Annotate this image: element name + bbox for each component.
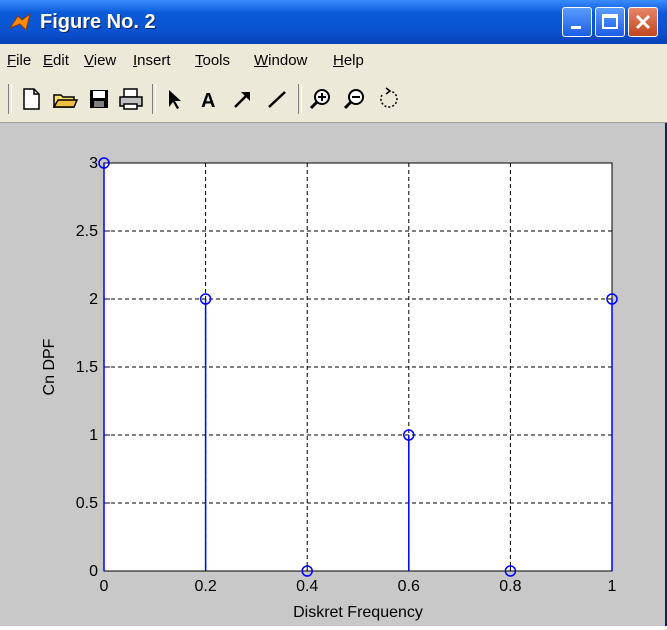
stem-marker	[403, 429, 415, 441]
stem-marker	[98, 157, 110, 169]
text-icon[interactable]: A	[194, 84, 224, 114]
x-axis-label: Diskret Frequency	[293, 604, 423, 621]
y-tick-label: 2	[89, 291, 98, 308]
minimize-icon	[571, 26, 581, 29]
zoom-out-icon[interactable]	[340, 84, 370, 114]
x-tick-label: 0.8	[499, 578, 521, 595]
print-icon[interactable]	[116, 84, 146, 114]
x-tick-label: 0.4	[296, 578, 318, 595]
arrow-icon[interactable]	[228, 84, 258, 114]
toolbar: A	[0, 76, 667, 123]
save-icon[interactable]	[84, 84, 114, 114]
data-series	[98, 157, 618, 577]
stem-chart: 0 0.2 0.4 0.6 0.8 1 0 0.5 1 1.5 2 2.5 3 Diskret Freq…	[41, 155, 618, 621]
close-icon	[635, 14, 651, 30]
y-tick-label: 1.5	[76, 359, 98, 376]
x-tick-label: 0	[100, 578, 109, 595]
title-bar[interactable]: Figure No. 2	[0, 0, 667, 44]
y-tick-label: 0	[89, 563, 98, 580]
new-file-icon[interactable]	[16, 84, 46, 114]
menu-help[interactable]: Help	[333, 52, 364, 69]
maximize-icon	[602, 14, 618, 29]
stem-marker	[504, 565, 517, 577]
menu-file[interactable]: File	[7, 52, 32, 69]
x-tick-label: 0.2	[194, 578, 216, 595]
window-title: Figure No. 2	[40, 11, 156, 33]
menu-tools[interactable]: Tools	[195, 52, 231, 69]
y-tick-label: 0.5	[76, 495, 98, 512]
y-tick-label: 2.5	[76, 223, 98, 240]
x-tick-label: 0.6	[398, 578, 420, 595]
line-icon[interactable]	[262, 84, 292, 114]
y-tick-label: 1	[89, 427, 98, 444]
y-tick-label: 3	[89, 155, 98, 172]
minimize-button[interactable]	[562, 7, 592, 37]
menu-insert[interactable]: Insert	[133, 52, 171, 69]
matlab-icon	[8, 12, 31, 31]
y-axis-label: Cn DPF	[41, 338, 58, 395]
rotate-icon[interactable]	[374, 84, 404, 114]
figure-canvas: 0 0.2 0.4 0.6 0.8 1 0 0.5 1 1.5 2 2.5 3 Diskret Freq…	[0, 123, 665, 626]
stem-marker	[199, 293, 212, 305]
toolbar-separator	[8, 84, 12, 114]
close-button[interactable]	[628, 7, 658, 37]
x-tick-label: 1	[608, 578, 617, 595]
open-folder-icon[interactable]	[50, 84, 80, 114]
maximize-button[interactable]	[595, 7, 625, 37]
menu-bar: File Edit View Insert Tools Window Help	[0, 44, 667, 76]
toolbar-separator	[152, 84, 156, 114]
select-arrow-icon[interactable]	[160, 84, 190, 114]
zoom-in-icon[interactable]	[306, 84, 336, 114]
menu-window[interactable]: Window	[254, 52, 308, 69]
svg-text:A: A	[201, 90, 215, 111]
menu-edit[interactable]: Edit	[43, 52, 69, 69]
stem-marker	[301, 565, 313, 577]
toolbar-separator	[298, 84, 302, 114]
stem-marker	[606, 293, 618, 305]
menu-view[interactable]: View	[84, 52, 117, 69]
